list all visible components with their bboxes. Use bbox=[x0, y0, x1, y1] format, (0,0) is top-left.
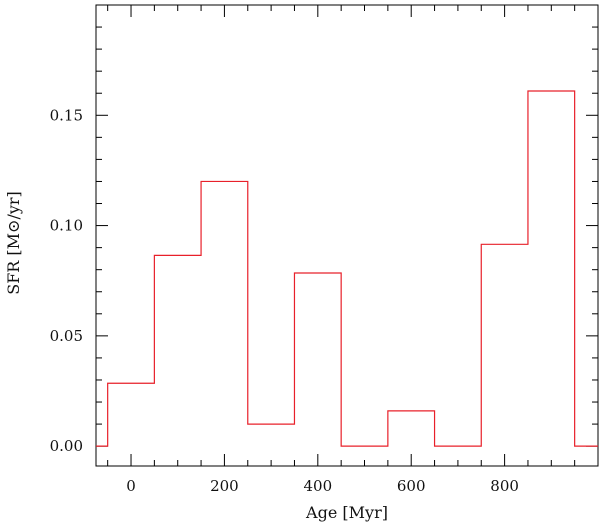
plot-frame bbox=[95, 4, 599, 467]
axis-ticks bbox=[96, 5, 599, 466]
x-tick-label: 400 bbox=[303, 477, 332, 495]
x-tick-label: 200 bbox=[210, 477, 239, 495]
y-tick-label: 0.10 bbox=[50, 217, 83, 235]
y-tick-label: 0.15 bbox=[50, 106, 83, 124]
y-tick-label: 0.05 bbox=[50, 327, 83, 345]
x-axis-label: Age [Myr] bbox=[305, 503, 388, 522]
x-tick-label: 800 bbox=[490, 477, 519, 495]
tick-labels: 0 200 400 600 800 0.00 0.05 0.10 0.15 bbox=[50, 106, 519, 495]
y-axis-label: SFR [M⊙/yr] bbox=[4, 191, 23, 295]
x-tick-label: 0 bbox=[126, 477, 136, 495]
series-group bbox=[96, 90, 598, 447]
x-tick-label: 600 bbox=[397, 477, 426, 495]
y-tick-label: 0.00 bbox=[50, 437, 83, 455]
sfr-step-line bbox=[96, 90, 598, 447]
